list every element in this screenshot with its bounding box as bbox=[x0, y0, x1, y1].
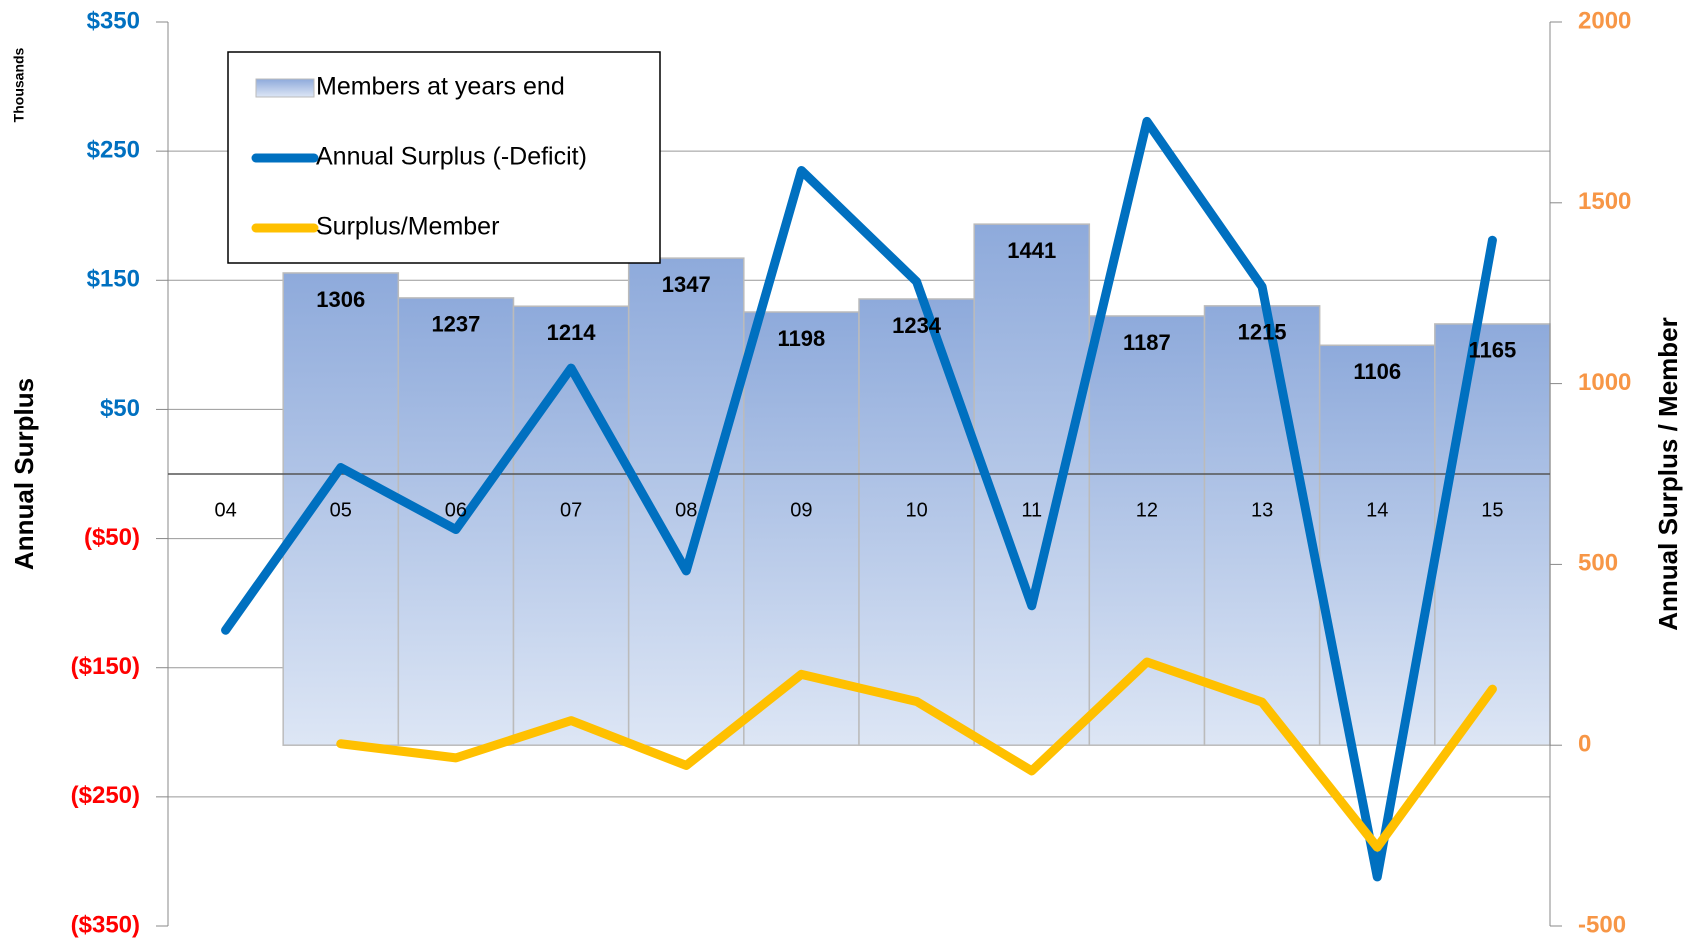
y-tick-label: ($250) bbox=[71, 782, 140, 809]
data-label: 1214 bbox=[547, 320, 597, 345]
x-tick-label: 10 bbox=[905, 499, 927, 521]
data-label: 1187 bbox=[1123, 330, 1171, 355]
y2-tick-label: 0 bbox=[1578, 731, 1591, 758]
data-label: 1306 bbox=[316, 287, 365, 312]
y-tick-label: $150 bbox=[87, 266, 140, 293]
x-tick-label: 08 bbox=[675, 499, 697, 521]
data-label: 1198 bbox=[778, 326, 826, 351]
legend-label: Annual Surplus (-Deficit) bbox=[316, 143, 587, 171]
y-tick-label: ($50) bbox=[84, 524, 140, 551]
data-label: 1441 bbox=[1007, 238, 1056, 263]
x-tick-label: 13 bbox=[1251, 499, 1273, 521]
y-tick-label: $350 bbox=[87, 7, 140, 34]
data-label: 1106 bbox=[1353, 359, 1401, 384]
y-tick-label: ($350) bbox=[71, 911, 140, 938]
x-tick-label: 04 bbox=[214, 499, 236, 521]
data-label: 1347 bbox=[662, 272, 711, 297]
bar bbox=[1434, 323, 1551, 746]
data-label: 1234 bbox=[892, 313, 942, 338]
y-tick-label: $250 bbox=[87, 136, 140, 163]
y-tick-label: $50 bbox=[100, 395, 140, 422]
bar bbox=[397, 297, 515, 746]
line bbox=[221, 116, 1497, 882]
y2-tick-label: -500 bbox=[1578, 911, 1626, 938]
legend-label: Surplus/Member bbox=[316, 213, 499, 241]
legend: Members at years end Annual Surplus (-Def… bbox=[227, 51, 661, 264]
legend-swatch bbox=[255, 78, 315, 98]
y-unit-label: Thousands bbox=[11, 47, 27, 122]
x-tick-label: 12 bbox=[1136, 499, 1158, 521]
y-tick-label: ($150) bbox=[71, 653, 140, 680]
y2-tick-label: 2000 bbox=[1578, 7, 1631, 34]
axes bbox=[156, 21, 1562, 927]
x-tick-label: 09 bbox=[790, 499, 812, 521]
y2-tick-label: 500 bbox=[1578, 550, 1618, 577]
y2-axis-label: Annual Surplus / Member bbox=[1653, 317, 1683, 631]
line bbox=[336, 657, 1497, 852]
data-label: 1165 bbox=[1469, 338, 1517, 363]
y2-tick-label: 1000 bbox=[1578, 369, 1631, 396]
data-label: 1215 bbox=[1238, 320, 1287, 345]
x-tick-label: 11 bbox=[1021, 499, 1042, 521]
data-label: 1237 bbox=[431, 312, 480, 337]
y-axis-label: Annual Surplus bbox=[9, 378, 39, 570]
bar bbox=[858, 298, 975, 746]
x-tick-label: 07 bbox=[560, 499, 582, 521]
x-tick-label: 14 bbox=[1366, 499, 1388, 521]
x-tick-label: 06 bbox=[445, 499, 467, 521]
bars bbox=[282, 223, 1551, 746]
x-tick-label: 15 bbox=[1481, 499, 1503, 521]
x-tick-label: 05 bbox=[330, 499, 352, 521]
lines bbox=[221, 116, 1497, 882]
y2-tick-label: 1500 bbox=[1578, 188, 1631, 215]
labels: ($350) ($250) ($150) ($50) $50 $150 $250 $350 -5… bbox=[71, 7, 1632, 938]
legend-label: Members at years end bbox=[316, 73, 565, 101]
bar bbox=[1203, 305, 1321, 746]
